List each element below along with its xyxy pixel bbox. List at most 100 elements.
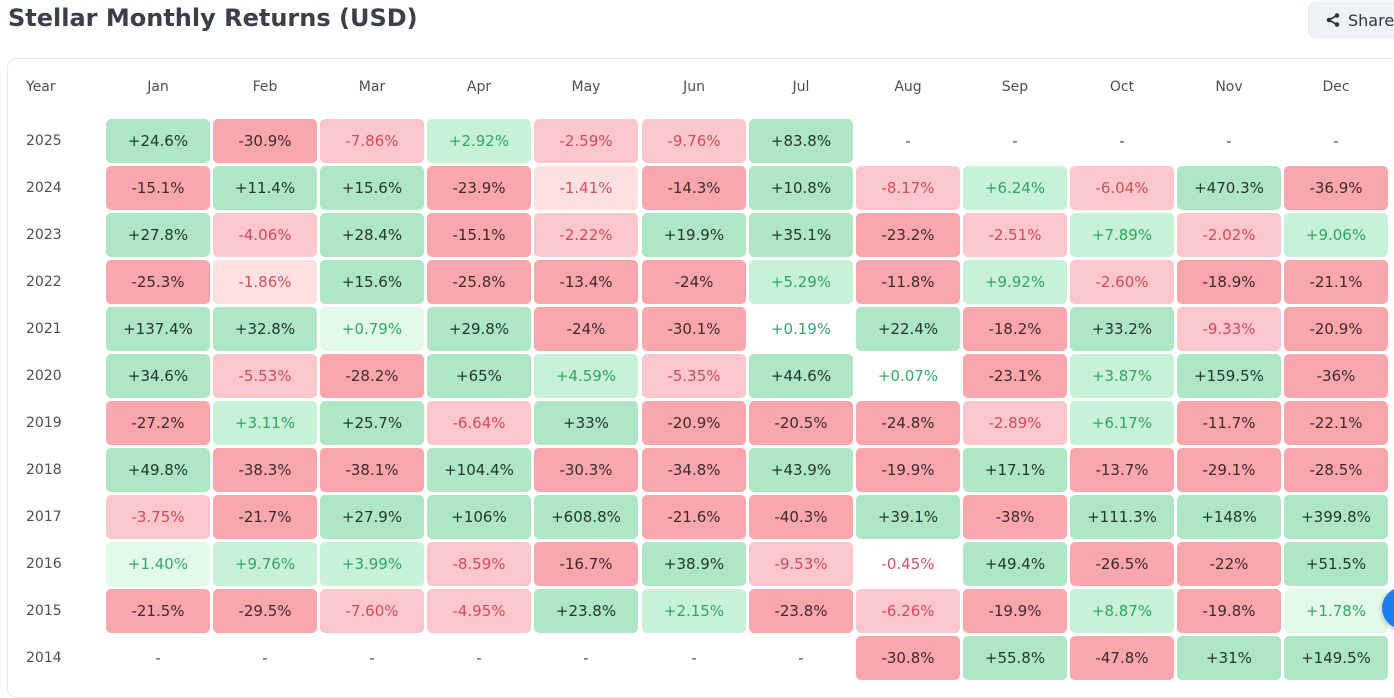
return-cell[interactable]: -13.4% [534,260,638,304]
return-cell[interactable]: -2.02% [1177,213,1281,257]
return-cell[interactable]: +49.4% [963,542,1067,586]
return-cell[interactable]: -16.7% [534,542,638,586]
return-cell[interactable]: +149.5% [1284,636,1388,680]
return-cell[interactable]: -20.9% [1284,307,1388,351]
return-cell[interactable]: -36.9% [1284,166,1388,210]
return-cell[interactable]: -20.5% [749,401,853,445]
return-cell[interactable]: -23.2% [856,213,960,257]
return-cell[interactable]: -7.60% [320,589,424,633]
return-cell[interactable]: -34.8% [642,448,746,492]
return-cell[interactable]: -23.9% [427,166,531,210]
return-cell[interactable]: +55.8% [963,636,1067,680]
return-cell[interactable]: +28.4% [320,213,424,257]
return-cell[interactable]: +8.87% [1070,589,1174,633]
return-cell[interactable]: -24% [534,307,638,351]
return-cell[interactable]: -21.7% [213,495,317,539]
return-cell[interactable]: +19.9% [642,213,746,257]
return-cell[interactable]: -11.8% [856,260,960,304]
return-cell[interactable]: +34.6% [106,354,210,398]
return-cell[interactable]: -24.8% [856,401,960,445]
return-cell[interactable]: -2.59% [534,119,638,163]
return-cell[interactable]: -30.8% [856,636,960,680]
return-cell[interactable]: -4.06% [213,213,317,257]
return-cell[interactable]: -30.9% [213,119,317,163]
return-cell[interactable]: -2.22% [534,213,638,257]
return-cell[interactable]: -9.33% [1177,307,1281,351]
return-cell[interactable]: +148% [1177,495,1281,539]
return-cell[interactable]: -28.5% [1284,448,1388,492]
return-cell[interactable]: +9.06% [1284,213,1388,257]
return-cell[interactable]: -15.1% [106,166,210,210]
return-cell[interactable]: -26.5% [1070,542,1174,586]
return-cell[interactable]: -0.45% [881,555,935,573]
return-cell[interactable]: +2.15% [642,589,746,633]
return-cell[interactable]: +3.11% [213,401,317,445]
return-cell[interactable]: +6.24% [963,166,1067,210]
return-cell[interactable]: +137.4% [106,307,210,351]
return-cell[interactable]: +44.6% [749,354,853,398]
return-cell[interactable]: +1.78% [1284,589,1388,633]
share-button[interactable]: Share [1308,2,1394,38]
return-cell[interactable]: +111.3% [1070,495,1174,539]
return-cell[interactable]: +24.6% [106,119,210,163]
return-cell[interactable]: +159.5% [1177,354,1281,398]
return-cell[interactable]: -29.1% [1177,448,1281,492]
return-cell[interactable]: -2.89% [963,401,1067,445]
return-cell[interactable]: +2.92% [427,119,531,163]
return-cell[interactable]: -5.35% [642,354,746,398]
return-cell[interactable]: +104.4% [427,448,531,492]
return-cell[interactable]: +106% [427,495,531,539]
return-cell[interactable]: -15.1% [427,213,531,257]
return-cell[interactable]: -6.64% [427,401,531,445]
return-cell[interactable]: +65% [427,354,531,398]
return-cell[interactable]: -7.86% [320,119,424,163]
return-cell[interactable]: +10.8% [749,166,853,210]
return-cell[interactable]: -38.1% [320,448,424,492]
return-cell[interactable]: -4.95% [427,589,531,633]
return-cell[interactable]: +51.5% [1284,542,1388,586]
return-cell[interactable]: -13.7% [1070,448,1174,492]
return-cell[interactable]: -22.1% [1284,401,1388,445]
return-cell[interactable]: -24% [642,260,746,304]
return-cell[interactable]: -18.2% [963,307,1067,351]
return-cell[interactable]: -11.7% [1177,401,1281,445]
return-cell[interactable]: +15.6% [320,260,424,304]
return-cell[interactable]: -25.3% [106,260,210,304]
return-cell[interactable]: +22.4% [856,307,960,351]
return-cell[interactable]: -19.8% [1177,589,1281,633]
return-cell[interactable]: +7.89% [1070,213,1174,257]
return-cell[interactable]: -28.2% [320,354,424,398]
return-cell[interactable]: -27.2% [106,401,210,445]
return-cell[interactable]: +35.1% [749,213,853,257]
return-cell[interactable]: +25.7% [320,401,424,445]
return-cell[interactable]: -6.26% [856,589,960,633]
return-cell[interactable]: -18.9% [1177,260,1281,304]
return-cell[interactable]: -1.41% [534,166,638,210]
return-cell[interactable]: +27.8% [106,213,210,257]
return-cell[interactable]: +3.99% [320,542,424,586]
return-cell[interactable]: -8.17% [856,166,960,210]
return-cell[interactable]: +3.87% [1070,354,1174,398]
return-cell[interactable]: -23.8% [749,589,853,633]
return-cell[interactable]: +32.8% [213,307,317,351]
return-cell[interactable]: +9.92% [963,260,1067,304]
return-cell[interactable]: -23.1% [963,354,1067,398]
return-cell[interactable]: -30.1% [642,307,746,351]
return-cell[interactable]: -21.5% [106,589,210,633]
return-cell[interactable]: +0.07% [877,367,939,385]
return-cell[interactable]: +470.3% [1177,166,1281,210]
return-cell[interactable]: +11.4% [213,166,317,210]
return-cell[interactable]: -8.59% [427,542,531,586]
return-cell[interactable]: -14.3% [642,166,746,210]
return-cell[interactable]: -40.3% [749,495,853,539]
return-cell[interactable]: -3.75% [106,495,210,539]
return-cell[interactable]: -6.04% [1070,166,1174,210]
return-cell[interactable]: -1.86% [213,260,317,304]
return-cell[interactable]: +23.8% [534,589,638,633]
return-cell[interactable]: +399.8% [1284,495,1388,539]
return-cell[interactable]: +43.9% [749,448,853,492]
return-cell[interactable]: +4.59% [534,354,638,398]
return-cell[interactable]: -2.51% [963,213,1067,257]
return-cell[interactable]: +9.76% [213,542,317,586]
return-cell[interactable]: +5.29% [749,260,853,304]
